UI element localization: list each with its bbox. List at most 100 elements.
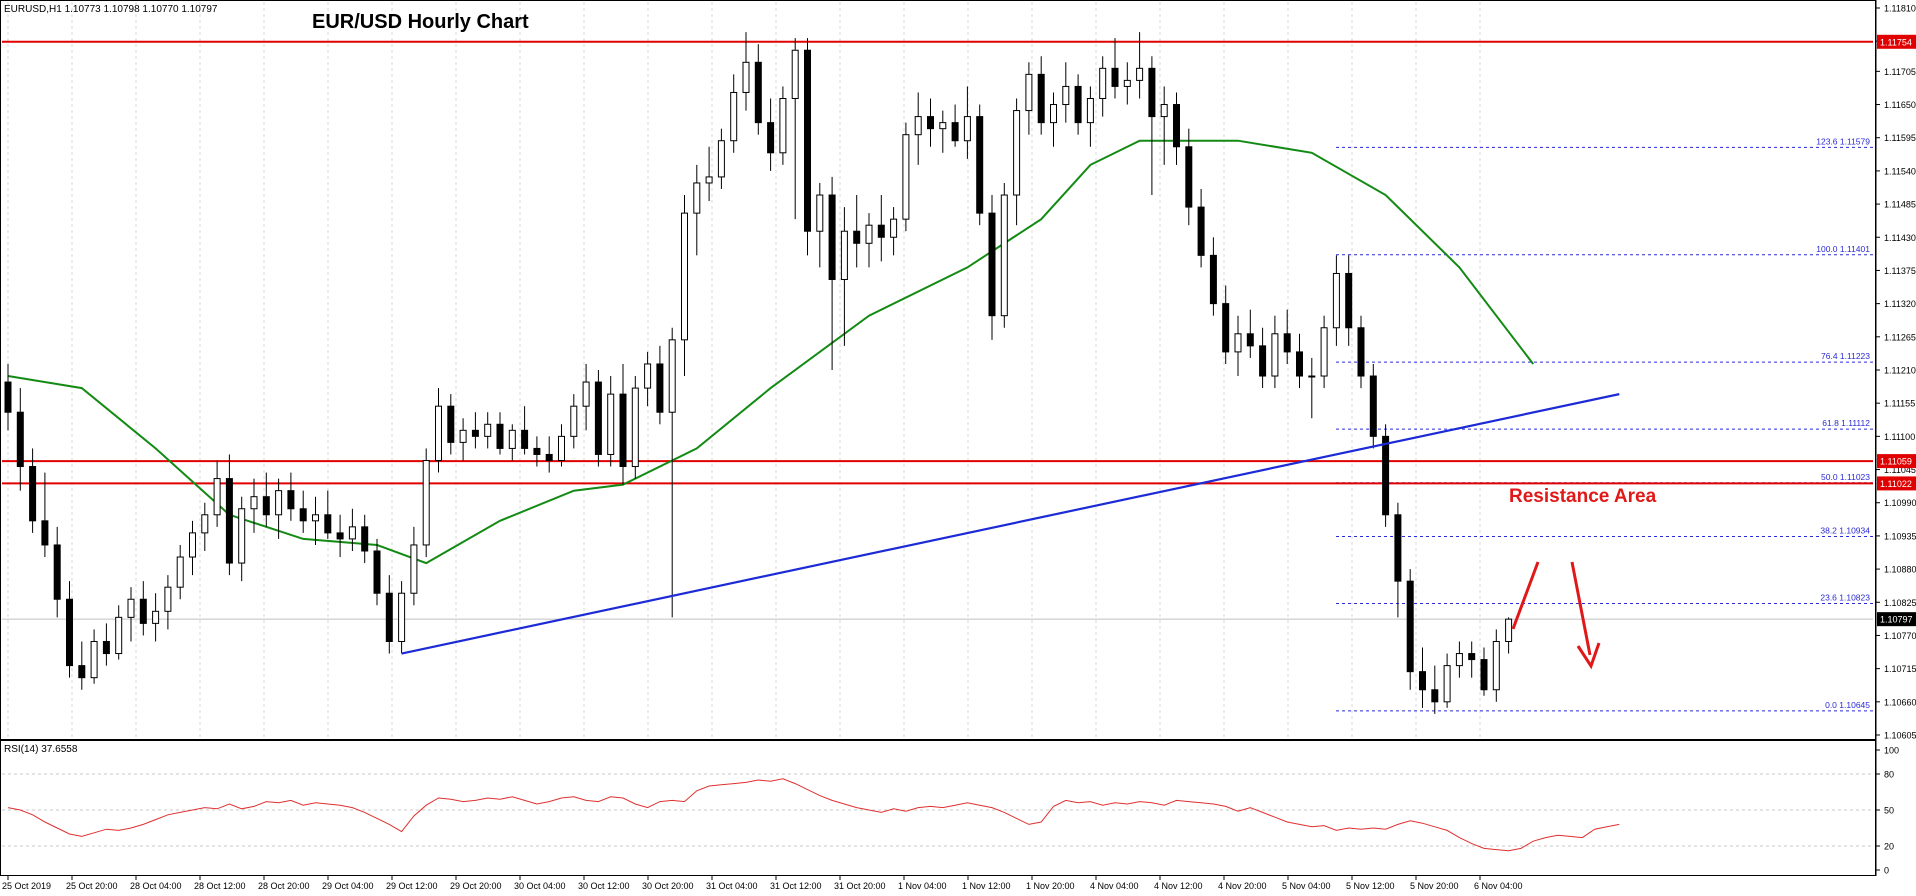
level-tag-label: 1.11059 [1880, 457, 1912, 467]
time-tick-label: 29 Oct 12:00 [386, 881, 438, 891]
candle [201, 502, 209, 551]
level-tag-bg [1877, 476, 1916, 491]
level-tag-bg [1877, 454, 1916, 469]
candle [78, 641, 86, 690]
candle-body [939, 122, 947, 130]
candle [447, 394, 455, 455]
rsi-panel: 100 80 50 20 0 [2, 746, 1899, 876]
price-tick-label: 1.10715 [1884, 664, 1916, 674]
level-tag-label: 1.11022 [1880, 479, 1912, 489]
candle-body [410, 544, 418, 594]
candle-body [1000, 194, 1008, 317]
candle [1345, 255, 1353, 346]
candle-body [656, 363, 664, 413]
candle [127, 587, 135, 642]
current-price-tag-bg [1877, 612, 1916, 627]
candle [681, 195, 688, 377]
candle [1259, 327, 1267, 389]
candle [533, 436, 541, 467]
candle [1505, 617, 1513, 654]
candle [496, 412, 504, 455]
candle [250, 478, 258, 533]
candle [1455, 641, 1463, 678]
price-tick-label: 1.10990 [1884, 498, 1916, 508]
candle [1443, 653, 1451, 708]
candle-body [1123, 79, 1131, 87]
price-tick-label: 1.11595 [1884, 133, 1916, 143]
candle-body [521, 429, 529, 449]
price-tick-label: 1.11100 [1884, 432, 1915, 442]
candle [1246, 309, 1254, 358]
candle-body [558, 435, 565, 461]
candle-body [582, 381, 590, 407]
candle [730, 74, 738, 153]
candle-body [1111, 67, 1119, 87]
candle-body [1050, 104, 1057, 124]
candle [791, 38, 799, 220]
candle-body [275, 490, 283, 516]
candle-body [1271, 333, 1279, 377]
price-tick-label: 1.11320 [1884, 299, 1916, 309]
candle [275, 478, 283, 539]
time-tick-label: 29 Oct 04:00 [322, 881, 374, 891]
candle [90, 629, 98, 684]
resistance-area-label: Resistance Area [1509, 486, 1657, 507]
time-tick-label: 4 Nov 12:00 [1154, 881, 1203, 891]
candle [521, 406, 529, 455]
candle [398, 581, 406, 654]
candle-body [1074, 85, 1082, 124]
candle-body [201, 514, 209, 534]
candle [66, 581, 73, 678]
candle-body [890, 218, 898, 238]
candle-body [1419, 671, 1426, 691]
candle [644, 351, 652, 407]
candle [1209, 237, 1217, 316]
candle-body [53, 544, 61, 600]
candle-body [1320, 327, 1328, 377]
fib-label: 123.6 1.11579 [1816, 136, 1870, 146]
fib-label: 50.0 1.11023 [1821, 472, 1870, 482]
time-tick-label: 29 Oct 20:00 [450, 881, 502, 891]
candle-body [533, 447, 541, 455]
candle [348, 508, 356, 551]
candle [1480, 647, 1488, 696]
candle-body [1505, 618, 1513, 642]
fibonacci-levels: 123.6 1.11579 100.0 1.11401 76.4 1.11223 61… [2, 136, 1873, 712]
candle [1185, 128, 1193, 226]
candle [471, 412, 479, 449]
candle-body [213, 478, 221, 516]
candle-body [1308, 375, 1316, 378]
candle-body [853, 230, 861, 244]
candle [213, 460, 221, 527]
fib-label: 61.8 1.11112 [1822, 418, 1870, 428]
fib-label: 0.0 1.10645 [1825, 700, 1870, 710]
candle [619, 363, 627, 485]
trendline [401, 393, 1620, 655]
candle-body [988, 212, 996, 317]
candle-body [496, 423, 504, 449]
price-tick-label: 1.11810 [1884, 4, 1916, 14]
candle-body [41, 520, 49, 546]
rsi-tick-label: 0 [1884, 866, 1889, 876]
candle-body [1099, 67, 1107, 99]
time-tick-label: 31 Oct 12:00 [770, 881, 822, 891]
candle-body [1406, 580, 1414, 673]
price-axis: 1.118101.117551.117051.116501.115951.115… [1875, 0, 1916, 876]
candle-body [1455, 653, 1463, 667]
candle [951, 104, 959, 147]
candle-body [1259, 345, 1267, 377]
candle-body [681, 212, 688, 341]
candle-body [1062, 85, 1070, 106]
candle-body [668, 339, 676, 413]
candle [963, 86, 971, 159]
candle [1369, 363, 1377, 449]
candle-body [1025, 73, 1033, 112]
time-tick-label: 30 Oct 04:00 [514, 881, 566, 891]
candle [1111, 38, 1119, 99]
candle [1197, 188, 1205, 268]
rsi-tick-label: 100 [1884, 746, 1899, 756]
candle [287, 472, 295, 521]
candle [742, 32, 750, 111]
candle [1320, 315, 1328, 389]
candle [1468, 641, 1476, 678]
